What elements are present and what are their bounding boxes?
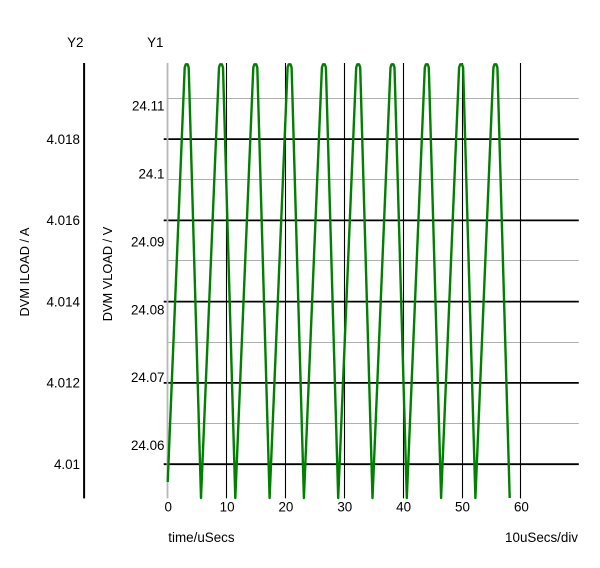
svg-text:time/uSecs: time/uSecs — [168, 530, 235, 545]
svg-text:Y2: Y2 — [67, 35, 83, 50]
svg-text:4.01: 4.01 — [54, 457, 80, 472]
svg-text:4.012: 4.012 — [46, 376, 80, 391]
svg-text:60: 60 — [514, 499, 529, 514]
svg-text:4.018: 4.018 — [46, 132, 80, 147]
svg-text:50: 50 — [455, 499, 470, 514]
svg-text:Y1: Y1 — [147, 35, 163, 50]
svg-text:30: 30 — [337, 499, 352, 514]
svg-text:20: 20 — [278, 499, 293, 514]
svg-text:10: 10 — [220, 499, 235, 514]
svg-text:DVM VLOAD / V: DVM VLOAD / V — [100, 226, 115, 321]
svg-text:4.016: 4.016 — [46, 213, 80, 228]
svg-text:40: 40 — [396, 499, 411, 514]
svg-text:24.08: 24.08 — [131, 302, 165, 317]
svg-text:DVM ILOAD / A: DVM ILOAD / A — [17, 227, 32, 316]
svg-text:24.1: 24.1 — [138, 167, 164, 182]
svg-text:0: 0 — [164, 499, 171, 514]
svg-text:24.06: 24.06 — [131, 438, 165, 453]
svg-text:10uSecs/div: 10uSecs/div — [505, 530, 578, 545]
svg-text:24.09: 24.09 — [131, 235, 165, 250]
svg-text:24.11: 24.11 — [132, 99, 165, 114]
svg-text:24.07: 24.07 — [131, 370, 165, 385]
svg-text:4.014: 4.014 — [46, 294, 80, 309]
